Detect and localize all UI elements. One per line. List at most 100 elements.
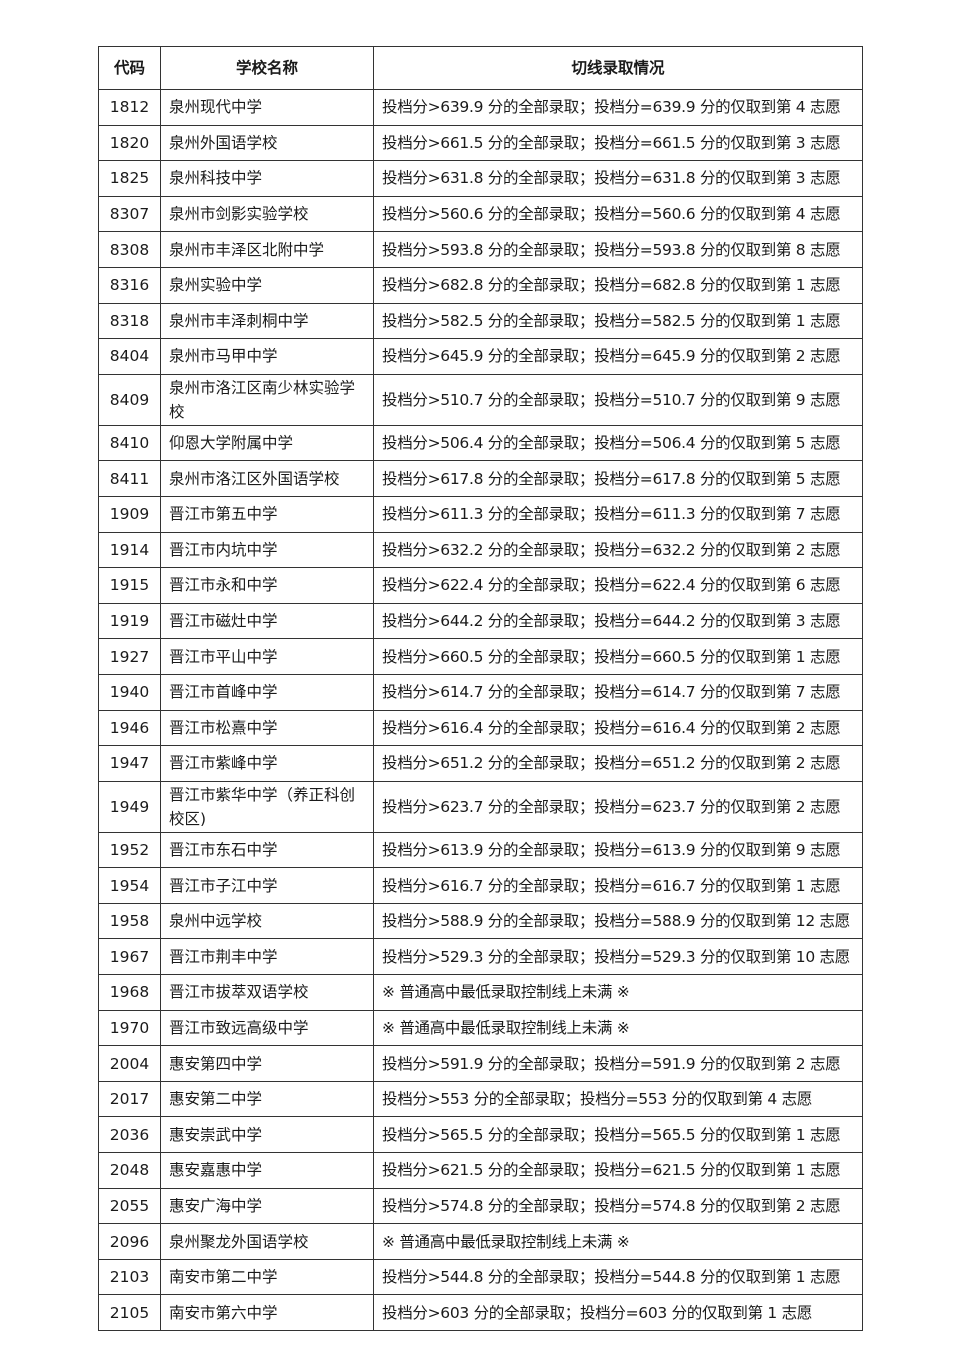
cell-cutoff-info: 投档分>611.3 分的全部录取；投档分=611.3 分的仅取到第 7 志愿 — [373, 495, 863, 533]
table-row: 8308 泉州市丰泽区北附中学 投档分>593.8 分的全部录取；投档分=593.8… — [98, 231, 863, 268]
cell-code: 1967 — [98, 938, 161, 976]
cell-cutoff-info: 投档分>622.4 分的全部录取；投档分=622.4 分的仅取到第 6 志愿 — [373, 567, 863, 604]
table-header-row: 代码 学校名称 切线录取情况 — [98, 46, 863, 90]
table-row: 1914 晋江市内坑中学 投档分>632.2 分的全部录取；投档分=632.2 分的… — [98, 531, 863, 569]
cell-code: 8316 — [98, 266, 161, 304]
cell-school-name: 南安市第二中学 — [160, 1258, 374, 1296]
table-row: 2103 南安市第二中学 投档分>544.8 分的全部录取；投档分=544.8 分的… — [98, 1258, 863, 1296]
cell-cutoff-info: 投档分>632.2 分的全部录取；投档分=632.2 分的仅取到第 2 志愿 — [373, 531, 863, 569]
cell-school-name: 晋江市内坑中学 — [160, 531, 374, 569]
cell-school-name: 晋江市紫峰中学 — [160, 745, 374, 782]
table-row: 8409 泉州市洛江区南少林实验学校 投档分>510.7 分的全部录取；投档分=51… — [98, 373, 863, 426]
cell-cutoff-info: 投档分>639.9 分的全部录取；投档分=639.9 分的仅取到第 4 志愿 — [373, 89, 863, 126]
table-row: 1947 晋江市紫峰中学 投档分>651.2 分的全部录取；投档分=651.2 分的… — [98, 745, 863, 782]
cell-cutoff-info: 投档分>565.5 分的全部录取；投档分=565.5 分的仅取到第 1 志愿 — [373, 1116, 863, 1154]
cell-school-name: 惠安广海中学 — [160, 1187, 374, 1225]
cell-code: 2103 — [98, 1258, 161, 1296]
cell-code: 8307 — [98, 195, 161, 233]
cell-school-name: 晋江市永和中学 — [160, 567, 374, 604]
table-row: 1915 晋江市永和中学 投档分>622.4 分的全部录取；投档分=622.4 分的… — [98, 567, 863, 604]
cell-code: 8308 — [98, 231, 161, 268]
cell-school-name: 晋江市荆丰中学 — [160, 938, 374, 976]
cell-school-name: 惠安第四中学 — [160, 1045, 374, 1082]
table-row: 1927 晋江市平山中学 投档分>660.5 分的全部录取；投档分=660.5 分的… — [98, 638, 863, 675]
cell-school-name: 晋江市首峰中学 — [160, 673, 374, 711]
table-row: 8318 泉州市丰泽刺桐中学 投档分>582.5 分的全部录取；投档分=582.5 … — [98, 302, 863, 340]
cell-school-name: 南安市第六中学 — [160, 1294, 374, 1331]
cell-school-name: 泉州聚龙外国语学校 — [160, 1223, 374, 1260]
cell-code: 1825 — [98, 160, 161, 197]
cell-school-name: 仰恩大学附属中学 — [160, 424, 374, 462]
cell-code: 1947 — [98, 745, 161, 782]
cell-cutoff-info: 投档分>661.5 分的全部录取；投档分=661.5 分的仅取到第 3 志愿 — [373, 124, 863, 162]
cell-code: 1954 — [98, 867, 161, 904]
cell-school-name: 晋江市拔萃双语学校 — [160, 974, 374, 1011]
cell-code: 2036 — [98, 1116, 161, 1154]
cell-cutoff-info: ※ 普通高中最低录取控制线上未满 ※ — [373, 1223, 863, 1260]
admission-cutoff-table: 代码 学校名称 切线录取情况 1812 泉州现代中学 投档分>639.9 分的全部录… — [98, 46, 863, 1331]
cell-code: 2004 — [98, 1045, 161, 1082]
cell-cutoff-info: 投档分>614.7 分的全部录取；投档分=614.7 分的仅取到第 7 志愿 — [373, 673, 863, 711]
cell-cutoff-info: 投档分>529.3 分的全部录取；投档分=529.3 分的仅取到第 10 志愿 — [373, 938, 863, 976]
cell-code: 1949 — [98, 780, 161, 833]
cell-code: 8404 — [98, 338, 161, 375]
cell-code: 1927 — [98, 638, 161, 675]
table-row: 8404 泉州市马甲中学 投档分>645.9 分的全部录取；投档分=645.9 分的… — [98, 338, 863, 375]
table-row: 1825 泉州科技中学 投档分>631.8 分的全部录取；投档分=631.8 分的仅… — [98, 160, 863, 197]
cell-code: 8410 — [98, 424, 161, 462]
cell-cutoff-info: 投档分>645.9 分的全部录取；投档分=645.9 分的仅取到第 2 志愿 — [373, 338, 863, 375]
cell-cutoff-info: 投档分>660.5 分的全部录取；投档分=660.5 分的仅取到第 1 志愿 — [373, 638, 863, 675]
cell-cutoff-info: 投档分>621.5 分的全部录取；投档分=621.5 分的仅取到第 1 志愿 — [373, 1152, 863, 1189]
cell-code: 1919 — [98, 602, 161, 640]
cell-cutoff-info: 投档分>510.7 分的全部录取；投档分=510.7 分的仅取到第 9 志愿 — [373, 373, 863, 426]
header-school-name: 学校名称 — [160, 46, 374, 90]
table-row: 2105 南安市第六中学 投档分>603 分的全部录取；投档分=603 分的仅取到第… — [98, 1294, 863, 1331]
cell-cutoff-info: ※ 普通高中最低录取控制线上未满 ※ — [373, 1009, 863, 1047]
table-row: 1919 晋江市磁灶中学 投档分>644.2 分的全部录取；投档分=644.2 分的… — [98, 602, 863, 640]
header-cutoff-info: 切线录取情况 — [373, 46, 863, 90]
table-row: 2004 惠安第四中学 投档分>591.9 分的全部录取；投档分=591.9 分的仅… — [98, 1045, 863, 1082]
cell-cutoff-info: 投档分>623.7 分的全部录取；投档分=623.7 分的仅取到第 2 志愿 — [373, 780, 863, 833]
cell-code: 1970 — [98, 1009, 161, 1047]
table-row: 1812 泉州现代中学 投档分>639.9 分的全部录取；投档分=639.9 分的仅… — [98, 89, 863, 126]
cell-code: 2048 — [98, 1152, 161, 1189]
cell-school-name: 泉州现代中学 — [160, 89, 374, 126]
cell-school-name: 晋江市第五中学 — [160, 495, 374, 533]
cell-cutoff-info: 投档分>651.2 分的全部录取；投档分=651.2 分的仅取到第 2 志愿 — [373, 745, 863, 782]
cell-cutoff-info: 投档分>613.9 分的全部录取；投档分=613.9 分的仅取到第 9 志愿 — [373, 831, 863, 869]
table-row: 8307 泉州市剑影实验学校 投档分>560.6 分的全部录取；投档分=560.6 … — [98, 195, 863, 233]
cell-school-name: 晋江市子江中学 — [160, 867, 374, 904]
cell-school-name: 惠安嘉惠中学 — [160, 1152, 374, 1189]
cell-school-name: 泉州市丰泽刺桐中学 — [160, 302, 374, 340]
cell-cutoff-info: ※ 普通高中最低录取控制线上未满 ※ — [373, 974, 863, 1011]
cell-code: 8409 — [98, 373, 161, 426]
table-row: 1954 晋江市子江中学 投档分>616.7 分的全部录取；投档分=616.7 分的… — [98, 867, 863, 904]
cell-school-name: 泉州实验中学 — [160, 266, 374, 304]
table-row: 1946 晋江市松熹中学 投档分>616.4 分的全部录取；投档分=616.4 分的… — [98, 709, 863, 747]
table-row: 1970 晋江市致远高级中学 ※ 普通高中最低录取控制线上未满 ※ — [98, 1009, 863, 1047]
cell-cutoff-info: 投档分>560.6 分的全部录取；投档分=560.6 分的仅取到第 4 志愿 — [373, 195, 863, 233]
cell-code: 2096 — [98, 1223, 161, 1260]
cell-code: 1909 — [98, 495, 161, 533]
cell-code: 1958 — [98, 902, 161, 940]
table-row: 2036 惠安崇武中学 投档分>565.5 分的全部录取；投档分=565.5 分的仅… — [98, 1116, 863, 1154]
cell-code: 8318 — [98, 302, 161, 340]
cell-code: 1946 — [98, 709, 161, 747]
cell-school-name: 晋江市东石中学 — [160, 831, 374, 869]
cell-code: 8411 — [98, 460, 161, 497]
cell-school-name: 泉州市马甲中学 — [160, 338, 374, 375]
cell-school-name: 泉州市剑影实验学校 — [160, 195, 374, 233]
table-row: 2017 惠安第二中学 投档分>553 分的全部录取；投档分=553 分的仅取到第 … — [98, 1080, 863, 1118]
table-row: 2096 泉州聚龙外国语学校 ※ 普通高中最低录取控制线上未满 ※ — [98, 1223, 863, 1260]
cell-school-name: 泉州外国语学校 — [160, 124, 374, 162]
cell-cutoff-info: 投档分>588.9 分的全部录取；投档分=588.9 分的仅取到第 12 志愿 — [373, 902, 863, 940]
cell-code: 1952 — [98, 831, 161, 869]
cell-code: 1914 — [98, 531, 161, 569]
cell-code: 2055 — [98, 1187, 161, 1225]
cell-cutoff-info: 投档分>591.9 分的全部录取；投档分=591.9 分的仅取到第 2 志愿 — [373, 1045, 863, 1082]
cell-school-name: 惠安第二中学 — [160, 1080, 374, 1118]
cell-cutoff-info: 投档分>544.8 分的全部录取；投档分=544.8 分的仅取到第 1 志愿 — [373, 1258, 863, 1296]
cell-code: 2017 — [98, 1080, 161, 1118]
cell-school-name: 晋江市平山中学 — [160, 638, 374, 675]
table-row: 2055 惠安广海中学 投档分>574.8 分的全部录取；投档分=574.8 分的仅… — [98, 1187, 863, 1225]
